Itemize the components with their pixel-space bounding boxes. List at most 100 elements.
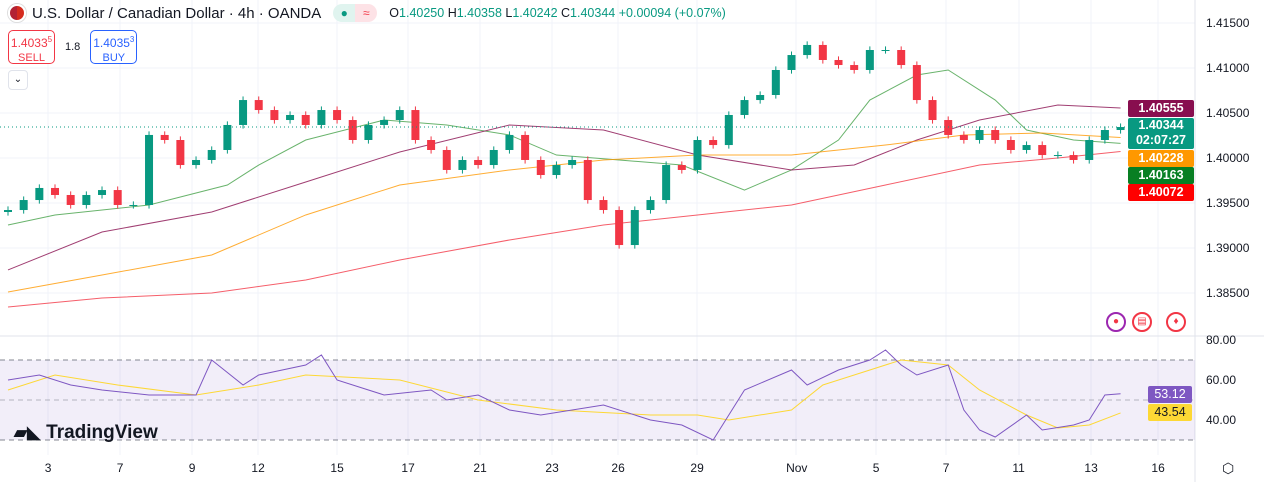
tv-logo-icon: ▰◣ (14, 423, 41, 442)
candle-body (364, 124, 373, 140)
candle-body (615, 210, 624, 246)
candle-body (333, 110, 342, 121)
candle-body (756, 95, 765, 101)
market-open-icon: ● (333, 4, 356, 22)
candle-body (803, 44, 812, 56)
candle-body (113, 190, 122, 205)
time-tick-label: 7 (116, 461, 124, 475)
candle-body (270, 110, 279, 121)
chevron-down-icon: ⌄ (13, 74, 23, 85)
buy-button[interactable]: 1.40353 BUY (90, 30, 138, 64)
us-flag-event-icon[interactable]: ▤ (1132, 312, 1152, 332)
candle-body (489, 149, 498, 166)
candle-body (583, 159, 592, 201)
candle-body (646, 200, 655, 211)
trade-panel: 1.40335 SELL 1.8 1.40353 BUY (8, 30, 138, 64)
candle-body (928, 100, 937, 121)
ma-red-label: 1.40072 (1128, 184, 1194, 201)
candle-body (1022, 145, 1031, 150)
candle-body (1006, 140, 1015, 150)
sell-button[interactable]: 1.40335 SELL (8, 30, 55, 64)
candle-body (192, 159, 201, 166)
candle-body (286, 114, 295, 121)
candle-body (160, 134, 169, 140)
candle-body (834, 59, 843, 66)
candle-body (1085, 140, 1094, 160)
price-tick-label: 1.39000 (1206, 241, 1250, 255)
candle-body (881, 50, 890, 51)
rsi-line (7, 349, 1121, 441)
collapse-legend-button[interactable]: ⌄ (8, 70, 28, 90)
price-tick-label: 1.40000 (1206, 151, 1250, 165)
rsi-tick-label: 80.00 (1206, 333, 1237, 347)
candle-body (975, 130, 984, 140)
time-tick-label: 16 (1151, 461, 1165, 475)
candle-body (709, 140, 718, 146)
candle-body (19, 200, 28, 211)
candle-body (1053, 155, 1062, 157)
rsi-tick-label: 60.00 (1206, 373, 1237, 387)
spread-value: 1.8 (65, 41, 81, 53)
canada-flag-event-icon[interactable]: ♦ (1166, 312, 1186, 332)
candle-body (771, 69, 780, 95)
candle-body (239, 100, 248, 125)
candle-body (599, 200, 608, 211)
time-tick-label: 26 (611, 461, 625, 475)
candle-body (35, 187, 44, 201)
candle-body (1116, 127, 1125, 131)
candle-body (98, 190, 107, 195)
time-tick-label: 5 (872, 461, 880, 475)
candle-body (521, 134, 530, 160)
price-tick-label: 1.41500 (1206, 16, 1250, 30)
price-tick-label: 1.38500 (1206, 286, 1250, 300)
candle-body (458, 159, 467, 170)
time-tick-label: 7 (942, 461, 950, 475)
candle-body (1100, 130, 1109, 140)
candle-body (176, 140, 185, 166)
rsi-value-label: 53.12 (1148, 385, 1192, 403)
time-tick-label: 11 (1012, 461, 1025, 475)
candle-body (348, 120, 357, 140)
chart-header: U.S. Dollar / Canadian Dollar · 4h · OAN… (8, 4, 726, 22)
price-tick-label: 1.39500 (1206, 196, 1250, 210)
candle-body (51, 187, 60, 195)
candle-body (129, 204, 138, 206)
us-event-icon[interactable]: ● (1106, 312, 1126, 332)
candle-body (1069, 155, 1078, 160)
candle-body (787, 55, 796, 70)
moving-average-line (7, 151, 1121, 308)
ma-green-label: 1.40163 (1128, 167, 1194, 184)
candle-body (912, 65, 921, 101)
candle-body (317, 110, 326, 125)
moving-average-line (7, 69, 1121, 226)
status-pill[interactable]: ● ≈ (333, 4, 378, 22)
candle-body (442, 149, 451, 170)
candle-body (677, 165, 686, 170)
price-tick-label: 1.40500 (1206, 106, 1250, 120)
time-tick-label: Nov (786, 461, 808, 475)
symbol-title[interactable]: U.S. Dollar / Canadian Dollar · 4h · OAN… (32, 4, 322, 22)
candle-body (850, 65, 859, 70)
candle-body (536, 159, 545, 176)
time-tick-label: 23 (545, 461, 559, 475)
candle-body (865, 50, 874, 70)
candle-body (1038, 145, 1047, 156)
candle-body (395, 110, 404, 121)
candle-body (897, 50, 906, 66)
time-tick-label: 15 (330, 461, 344, 475)
candle-body (474, 159, 483, 166)
candle-body (724, 114, 733, 146)
approx-icon: ≈ (355, 4, 378, 22)
candle-body (207, 149, 216, 160)
rsi-tick-label: 40.00 (1206, 413, 1237, 427)
ohlc-legend: O1.40250 H1.40358 L1.40242 C1.40344 +0.0… (389, 6, 726, 20)
rsi-ma-value-label: 43.54 (1148, 404, 1192, 421)
candle-body (662, 165, 671, 201)
candle-body (991, 130, 1000, 140)
candle-body (568, 159, 577, 166)
usd-cad-flag-icon (8, 4, 26, 22)
settings-icon[interactable]: ⬡ (1222, 460, 1235, 476)
tradingview-logo: ▰◣ TradingView (14, 422, 158, 443)
time-tick-label: 13 (1084, 461, 1098, 475)
